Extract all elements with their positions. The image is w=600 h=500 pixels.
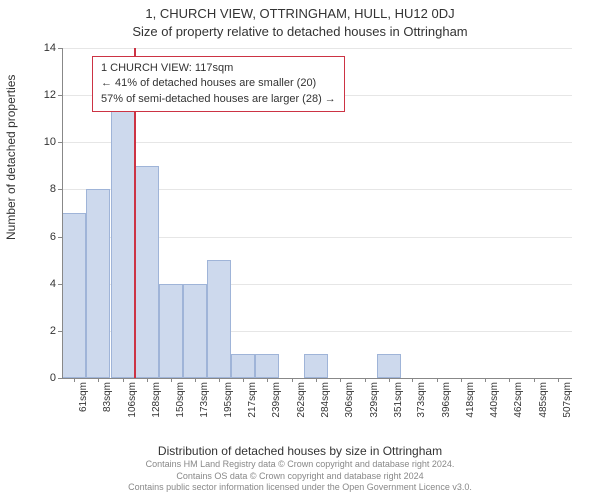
tooltip-line: ← 41% of detached houses are smaller (20… [101, 76, 336, 91]
footer-line-1: Contains HM Land Registry data © Crown c… [146, 459, 455, 469]
y-tick-label: 14 [44, 42, 56, 54]
histogram-bar [255, 354, 279, 378]
footer-line-2: Contains OS data © Crown copyright and d… [176, 471, 423, 481]
y-tick-label: 0 [50, 372, 56, 384]
y-tick-label: 12 [44, 89, 56, 101]
chart-container: 1, CHURCH VIEW, OTTRINGHAM, HULL, HU12 0… [0, 0, 600, 500]
x-tick-label: 61sqm [78, 382, 89, 412]
tooltip-line: 1 CHURCH VIEW: 117sqm [101, 61, 336, 76]
x-tick-label: 485sqm [538, 382, 549, 418]
histogram-bar [135, 166, 159, 378]
y-tick-label: 4 [50, 278, 56, 290]
x-axis-label: Distribution of detached houses by size … [0, 444, 600, 458]
footer-line-3: Contains public sector information licen… [128, 482, 472, 492]
y-tick-label: 10 [44, 136, 56, 148]
histogram-bar [304, 354, 328, 378]
gridline [62, 48, 572, 49]
x-tick-label: 173sqm [199, 382, 210, 418]
histogram-bar [159, 284, 183, 378]
x-tick-label: 217sqm [247, 382, 258, 418]
x-tick-label: 262sqm [296, 382, 307, 418]
histogram-bar [207, 260, 231, 378]
histogram-bar [86, 189, 110, 378]
x-tick-label: 507sqm [562, 382, 573, 418]
x-axis-line [62, 378, 572, 379]
x-tick-label: 462sqm [513, 382, 524, 418]
histogram-bar [183, 284, 207, 378]
x-tick-label: 418sqm [465, 382, 476, 418]
x-tick-label: 195sqm [223, 382, 234, 418]
y-tick-label: 2 [50, 325, 56, 337]
x-tick-label: 306sqm [344, 382, 355, 418]
x-tick-label: 396sqm [441, 382, 452, 418]
x-tick-label: 440sqm [489, 382, 500, 418]
chart-title-address: 1, CHURCH VIEW, OTTRINGHAM, HULL, HU12 0… [0, 6, 600, 21]
y-axis-line [62, 48, 63, 378]
x-tick-label: 373sqm [416, 382, 427, 418]
footer-attribution: Contains HM Land Registry data © Crown c… [0, 459, 600, 494]
histogram-bar [111, 72, 135, 378]
property-tooltip: 1 CHURCH VIEW: 117sqm← 41% of detached h… [92, 56, 345, 112]
gridline [62, 142, 572, 143]
histogram-bar [231, 354, 255, 378]
x-tick-label: 284sqm [320, 382, 331, 418]
histogram-bar [62, 213, 86, 378]
y-tick-label: 8 [50, 183, 56, 195]
chart-subtitle: Size of property relative to detached ho… [0, 24, 600, 39]
plot-area: 0246810121461sqm83sqm106sqm128sqm150sqm1… [62, 48, 572, 378]
x-tick-label: 150sqm [175, 382, 186, 418]
tooltip-line: 57% of semi-detached houses are larger (… [101, 92, 336, 107]
histogram-bar [377, 354, 401, 378]
x-tick-label: 83sqm [102, 382, 113, 412]
x-tick-label: 239sqm [271, 382, 282, 418]
x-tick-label: 351sqm [393, 382, 404, 418]
x-tick-label: 106sqm [127, 382, 138, 418]
x-tick-label: 128sqm [151, 382, 162, 418]
x-tick-label: 329sqm [369, 382, 380, 418]
y-tick-label: 6 [50, 231, 56, 243]
y-axis-label: Number of detached properties [4, 75, 18, 240]
